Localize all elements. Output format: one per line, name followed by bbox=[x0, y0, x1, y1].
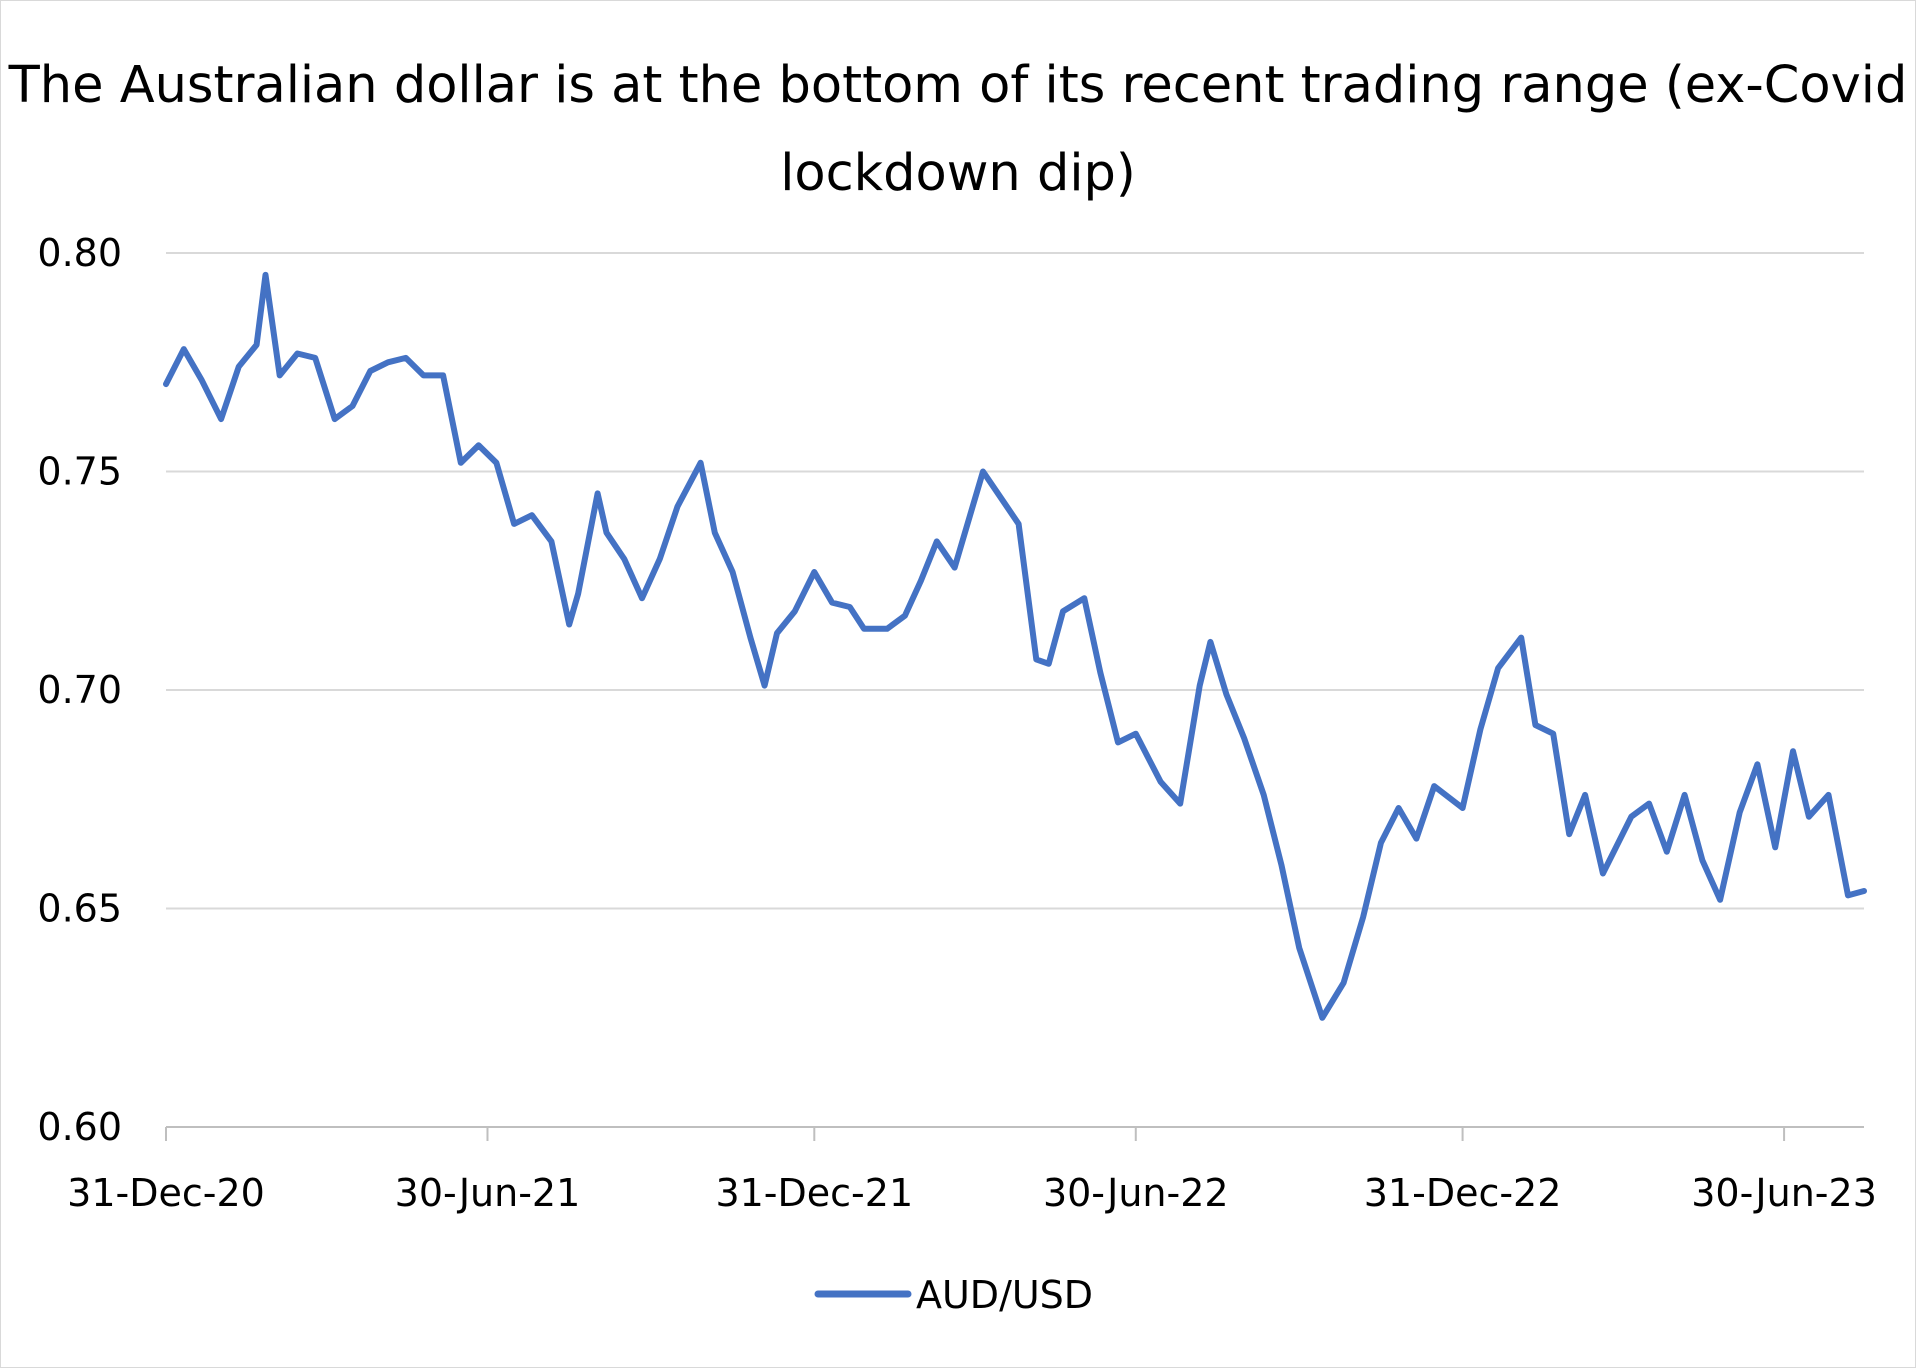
gridlines bbox=[166, 252, 1864, 910]
chart-title: The Australian dollar is at the bottom o… bbox=[8, 56, 1908, 203]
x-tick-label: 30-Jun-22 bbox=[1043, 1171, 1229, 1215]
x-axis: 31-Dec-20 30-Jun-21 31-Dec-21 30-Jun-22 31-D… bbox=[67, 1126, 1877, 1215]
x-tick-label: 31-Dec-21 bbox=[715, 1171, 913, 1215]
x-tick-label: 31-Dec-20 bbox=[67, 1171, 265, 1215]
legend-label-aud-usd: AUD/USD bbox=[916, 1273, 1093, 1317]
x-tick-label: 30-Jun-23 bbox=[1691, 1171, 1877, 1215]
y-tick-label: 0.70 bbox=[37, 668, 122, 712]
y-tick-label: 0.60 bbox=[37, 1105, 122, 1149]
y-tick-label: 0.75 bbox=[37, 450, 122, 494]
y-tick-label: 0.65 bbox=[37, 887, 122, 931]
series-line-aud-usd bbox=[163, 271, 1867, 1021]
series-layer bbox=[163, 271, 1867, 1021]
y-tick-label: 0.80 bbox=[37, 231, 122, 275]
y-axis: 0.60 0.65 0.70 0.75 0.80 bbox=[37, 231, 122, 1149]
legend: AUD/USD bbox=[814, 1273, 1093, 1317]
x-tick-label: 31-Dec-22 bbox=[1364, 1171, 1562, 1215]
x-tick-label: 30-Jun-21 bbox=[395, 1171, 581, 1215]
